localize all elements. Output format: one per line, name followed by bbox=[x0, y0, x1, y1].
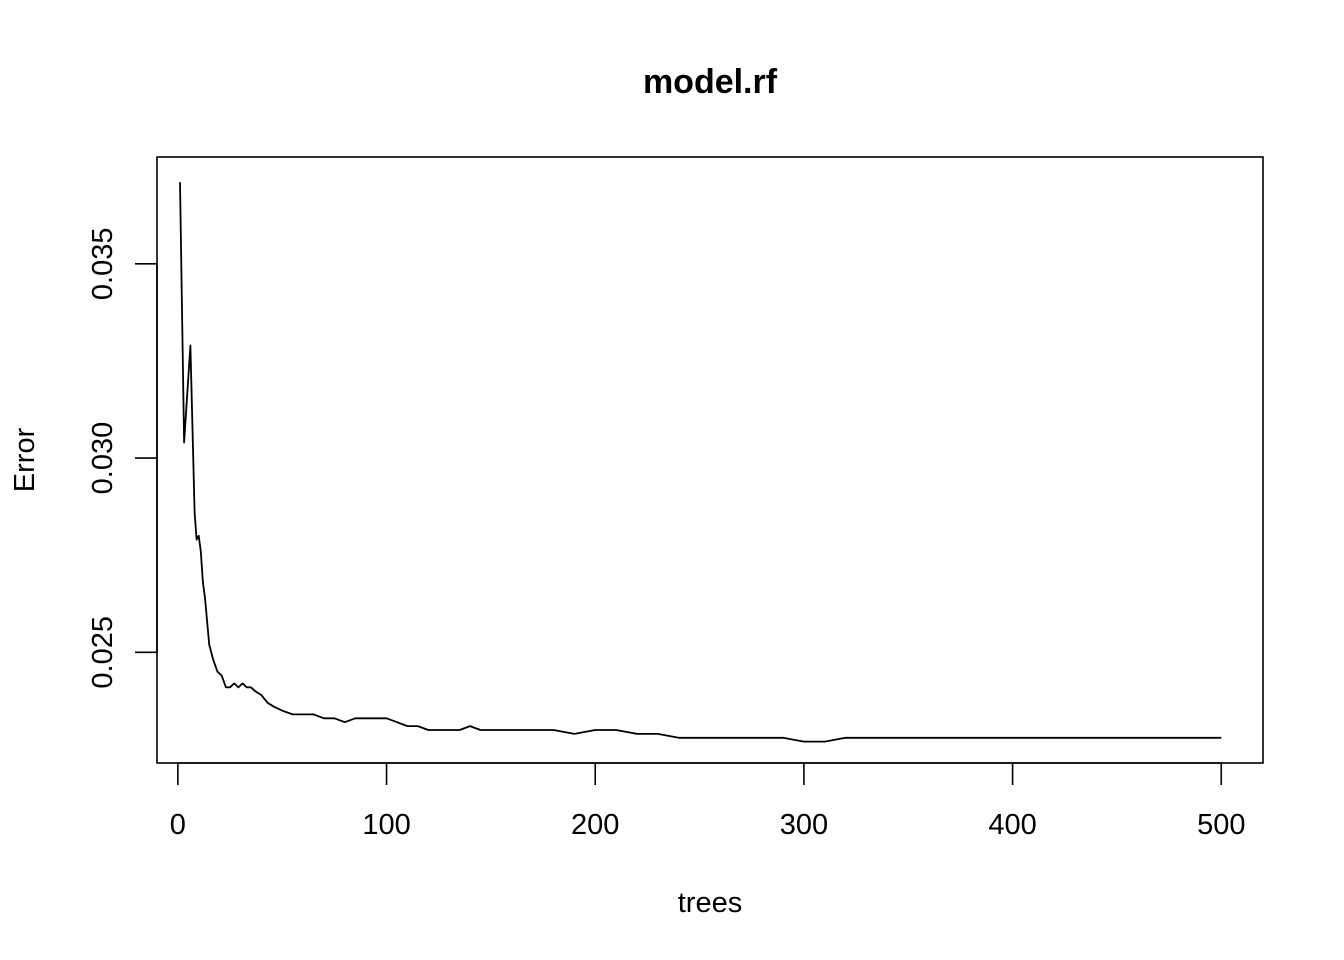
plot-frame bbox=[156, 156, 1264, 764]
x-tick-label: 100 bbox=[362, 809, 410, 841]
x-tick-label: 0 bbox=[170, 809, 186, 841]
chart-title: model.rf bbox=[643, 63, 778, 101]
x-axis: 0 100 200 300 400 500 bbox=[170, 762, 1245, 841]
series-line bbox=[179, 182, 1222, 743]
y-tick-label: 0.035 bbox=[87, 228, 119, 301]
y-tick-label: 0.025 bbox=[87, 616, 119, 689]
series-layer bbox=[179, 182, 1222, 743]
x-tick-label: 500 bbox=[1197, 809, 1245, 841]
x-tick-label: 200 bbox=[571, 809, 619, 841]
x-tick-label: 400 bbox=[988, 809, 1036, 841]
y-tick-label: 0.030 bbox=[87, 422, 119, 495]
x-tick-label: 300 bbox=[780, 809, 828, 841]
y-axis-label: Error bbox=[9, 427, 41, 492]
x-axis-label: trees bbox=[678, 887, 742, 919]
y-axis: 0.025 0.030 0.035 bbox=[87, 228, 158, 689]
